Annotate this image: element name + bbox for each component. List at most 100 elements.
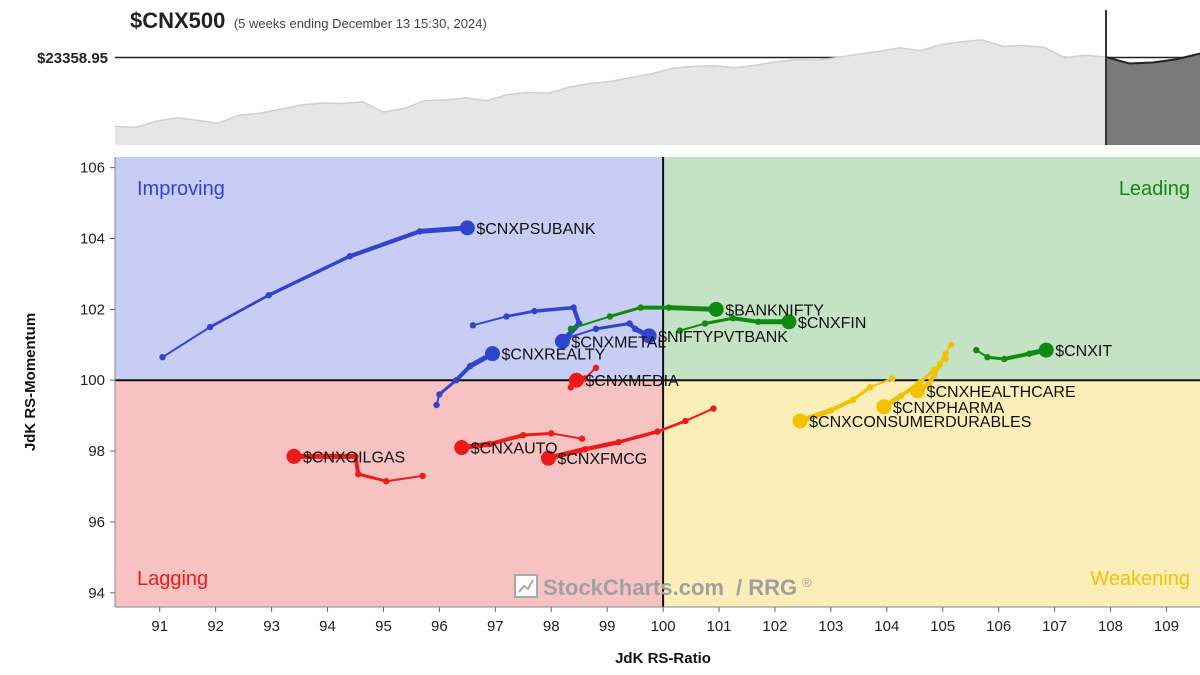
tail-segment — [161, 326, 212, 359]
tail-cnxconsumerdurables — [792, 375, 896, 429]
tail-point — [615, 439, 622, 446]
series-label-banknifty: $BANKNIFTY — [725, 302, 824, 319]
quadrant-label-weakening: Weakening — [1090, 568, 1190, 590]
tail-segment — [869, 377, 894, 389]
x-tick-label: 103 — [818, 618, 843, 635]
quadrant-leading — [663, 157, 1200, 381]
head-point — [708, 301, 724, 317]
tail-cnxauto — [454, 430, 586, 456]
tail-segment — [851, 385, 872, 402]
tail-point — [637, 304, 644, 311]
tail-point — [682, 417, 689, 425]
tail-point — [984, 353, 991, 361]
x-tick-label: 92 — [207, 618, 224, 635]
quadrant-improving — [115, 157, 664, 381]
tail-point — [265, 291, 273, 299]
tail-point — [355, 470, 362, 478]
series-label-cnxauto: $CNXAUTO — [471, 441, 558, 458]
tail-point — [931, 371, 938, 379]
quadrant-lagging — [115, 380, 664, 607]
quadrant-label-leading: Leading — [1119, 178, 1190, 200]
tail-point — [452, 377, 460, 384]
tail-point — [466, 362, 474, 370]
tail-point — [436, 391, 443, 398]
tail-point — [567, 325, 575, 333]
x-axis-title: JdK RS-Ratio — [615, 650, 711, 667]
price-history-panel: $23358.95 — [37, 10, 1200, 145]
series-label-niftypvtbank: $NIFTYPVTBANK — [658, 329, 788, 346]
tail-segment — [828, 397, 856, 413]
stockcharts-logo-icon — [514, 574, 538, 598]
x-tick-label: 96 — [431, 618, 448, 635]
x-tick-label: 107 — [1042, 618, 1067, 635]
tail-point — [925, 380, 932, 387]
y-tick-label: 104 — [80, 230, 105, 247]
tail-segment — [616, 429, 660, 444]
price-history-area — [115, 39, 1106, 145]
price-label: $23358.95 — [37, 50, 108, 67]
y-tick-label: 96 — [88, 514, 105, 531]
tail-segment — [208, 293, 271, 329]
series-label-cnxmetal: $CNXMETAL — [571, 334, 666, 351]
tail-segment — [567, 327, 597, 339]
price-current-line — [1105, 52, 1200, 65]
tail-point — [631, 325, 639, 333]
tail-point — [564, 334, 572, 341]
x-tick-label: 101 — [707, 618, 732, 635]
tail-segment — [582, 440, 621, 452]
rotation-tails — [159, 220, 1054, 485]
tail-point — [626, 320, 633, 327]
x-tick-label: 94 — [319, 618, 336, 635]
tail-point — [754, 318, 762, 325]
tail-point — [520, 431, 527, 439]
price-history-line — [114, 39, 1107, 129]
tail-point — [931, 366, 938, 373]
tail-point — [665, 304, 672, 311]
tail-segment — [898, 380, 923, 399]
x-tick-label: 97 — [487, 618, 504, 635]
tail-cnxpsubank — [159, 220, 475, 361]
tail-segment — [550, 432, 583, 440]
tail-segment — [532, 305, 576, 313]
tail-point — [676, 327, 684, 334]
quadrant-weakening — [663, 380, 1200, 607]
chart-header: $CNX500 (5 weeks ending December 13 15:3… — [130, 8, 487, 34]
quadrant-label-improving: Improving — [137, 178, 225, 200]
tail-point — [548, 430, 555, 437]
x-tick-label: 102 — [762, 618, 787, 635]
series-label-cnxpharma: $CNXPHARMA — [893, 400, 1004, 417]
x-tick-label: 108 — [1098, 618, 1123, 635]
x-tick-label: 91 — [151, 618, 168, 635]
series-label-cnxfin: $CNXFIN — [798, 315, 866, 332]
tail-point — [701, 320, 709, 327]
tail-point — [419, 472, 426, 480]
head-point — [641, 328, 657, 344]
y-tick-label: 106 — [80, 160, 105, 177]
tail-point — [897, 392, 904, 400]
quadrant-backgrounds — [115, 157, 1200, 607]
tail-segment — [267, 254, 352, 297]
series-label-cnxit: $CNXIT — [1055, 343, 1112, 360]
quadrant-label-lagging: Lagging — [137, 568, 208, 590]
watermark-suffix: / RRG — [736, 575, 797, 600]
tail-banknifty — [567, 301, 724, 333]
tail-segment — [666, 305, 719, 312]
tail-segment — [521, 431, 553, 437]
watermark-registered: ® — [802, 575, 812, 590]
tail-point — [570, 304, 577, 311]
head-point — [459, 220, 475, 236]
tail-point — [850, 396, 857, 403]
tail-point — [346, 253, 354, 260]
x-tick-label: 98 — [543, 618, 560, 635]
x-tick-label: 106 — [986, 618, 1011, 635]
head-point — [485, 346, 501, 362]
tail-segment — [385, 474, 424, 483]
head-point — [286, 448, 302, 464]
tail-point — [503, 313, 510, 320]
tail-cnxrealty — [433, 346, 501, 409]
tail-point — [1026, 350, 1033, 357]
tail-point — [1001, 355, 1008, 363]
head-point — [540, 450, 556, 466]
tail-niftypvtbank — [564, 320, 657, 344]
tail-point — [866, 384, 874, 391]
